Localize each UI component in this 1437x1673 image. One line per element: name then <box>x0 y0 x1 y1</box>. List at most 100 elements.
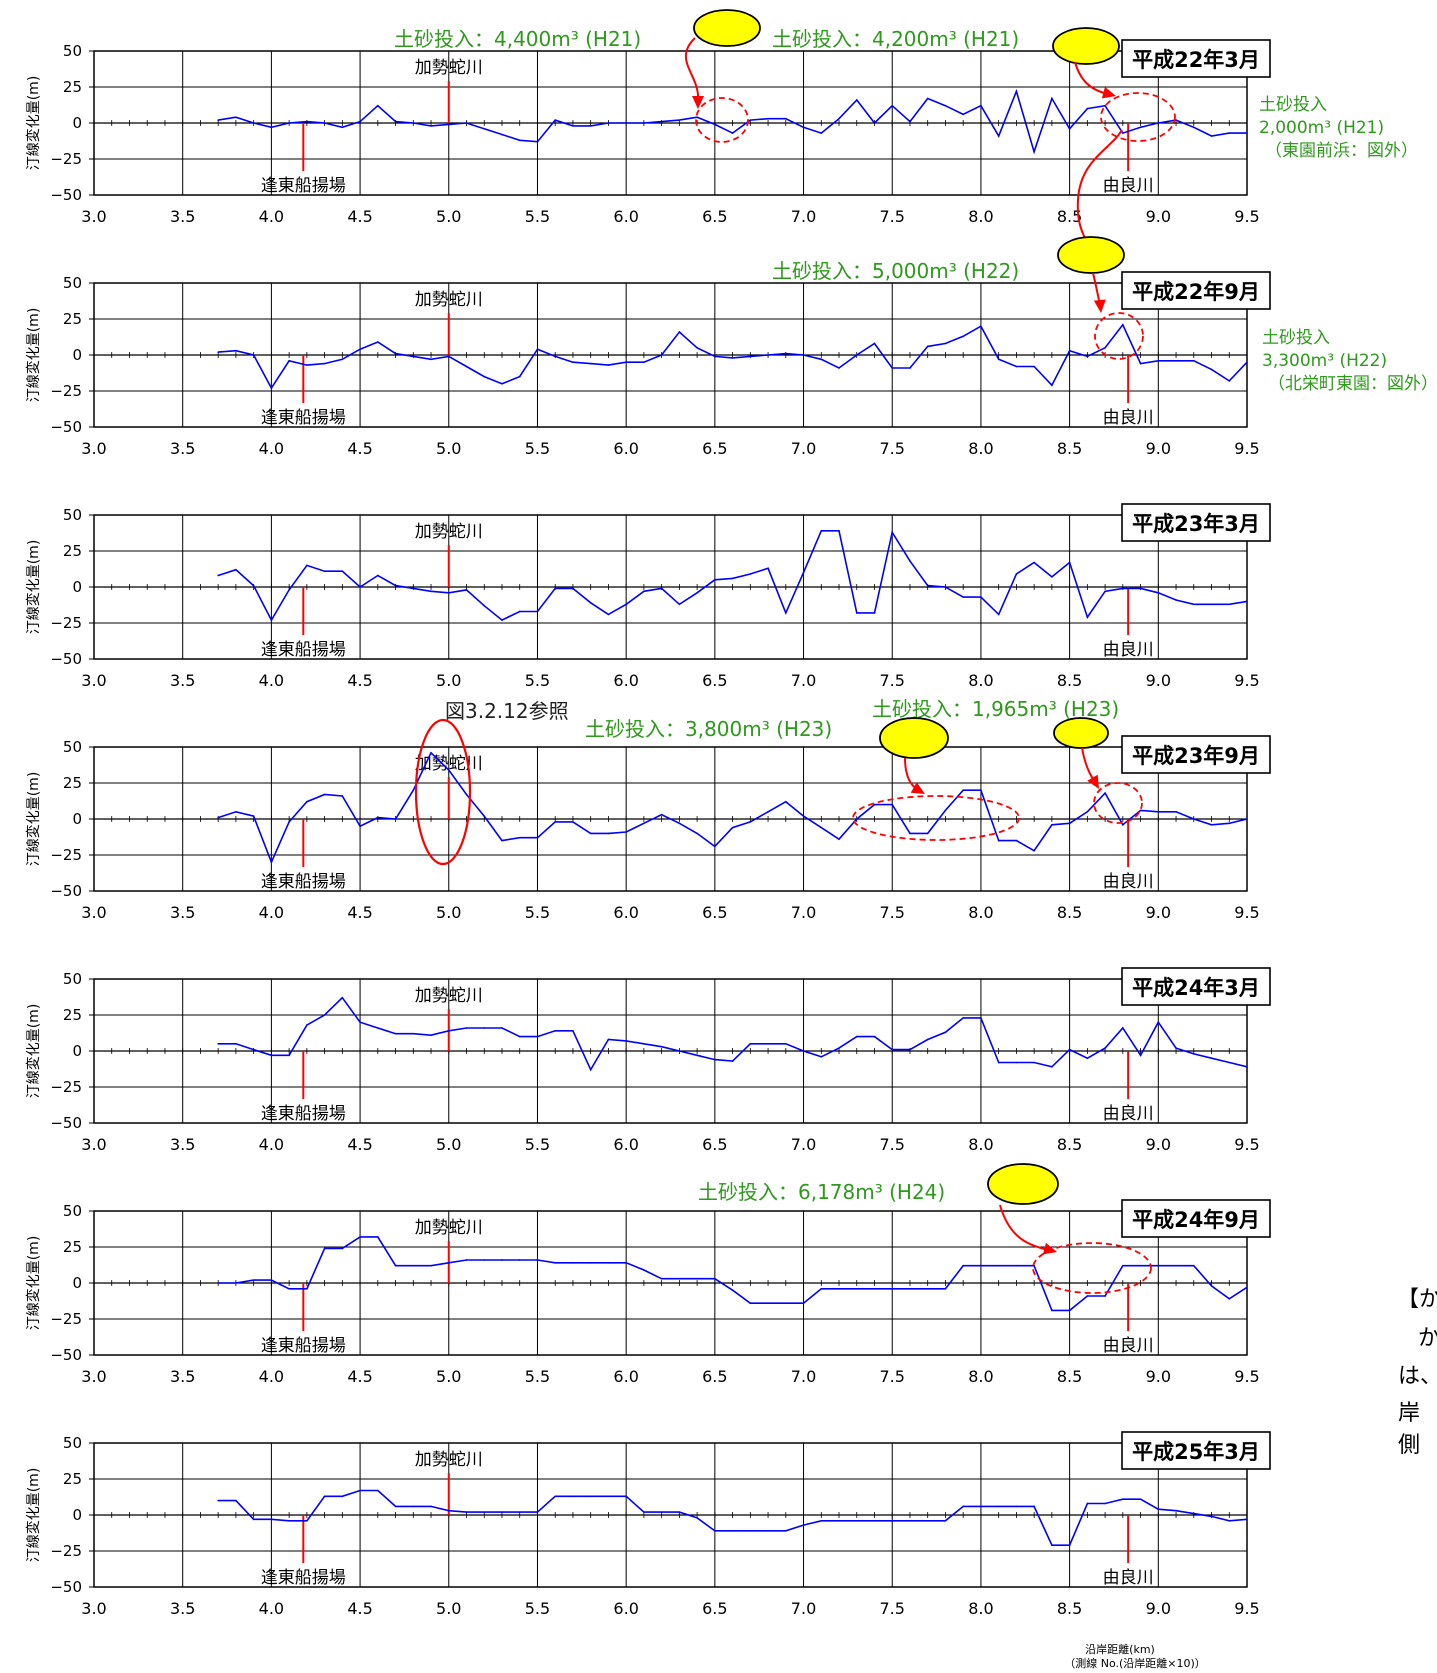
data-point <box>518 1259 521 1261</box>
data-point <box>802 126 805 129</box>
data-point <box>1139 126 1142 129</box>
data-point <box>980 325 982 328</box>
data-point <box>749 821 752 823</box>
x-tick-label: 9.5 <box>1234 207 1259 226</box>
data-point <box>483 1027 486 1029</box>
data-point <box>855 99 858 101</box>
data-point <box>731 132 734 134</box>
data-point <box>536 1035 539 1038</box>
data-point <box>714 1530 716 1532</box>
data-point <box>767 354 769 356</box>
data-point <box>412 1264 415 1267</box>
y-tick-label: −50 <box>50 186 82 204</box>
data-point <box>980 789 982 791</box>
data-point <box>855 1287 858 1290</box>
data-point <box>518 139 521 142</box>
data-point <box>306 1519 308 1522</box>
data-point <box>962 1264 964 1267</box>
data-point <box>944 104 947 107</box>
data-point <box>359 348 361 351</box>
data-point <box>501 1027 503 1029</box>
data-point <box>1086 107 1089 110</box>
data-point <box>1139 1264 1142 1267</box>
data-point <box>1122 587 1124 590</box>
data-point <box>944 586 947 588</box>
data-point <box>306 800 308 803</box>
x-tick-label: 3.5 <box>170 439 195 458</box>
x-tick-label: 6.0 <box>613 1367 638 1386</box>
x-tick-label: 7.5 <box>880 903 905 922</box>
marker-label: 由良川 <box>1103 408 1154 428</box>
x-tick-label: 5.5 <box>525 671 550 690</box>
data-point <box>1210 1057 1213 1059</box>
data-point <box>1104 1502 1106 1505</box>
x-tick-label: 3.5 <box>170 207 195 226</box>
data-point <box>785 1302 787 1304</box>
y-tick-label: 0 <box>72 1274 82 1292</box>
data-point <box>962 1505 964 1508</box>
arrow-line <box>999 1204 1049 1251</box>
data-point <box>643 822 645 825</box>
data-point <box>909 560 911 562</box>
x-tick-label: 5.5 <box>525 1599 550 1618</box>
series-line <box>217 751 1248 865</box>
data-point <box>607 832 610 835</box>
data-point <box>235 568 237 571</box>
data-point <box>235 116 237 119</box>
data-point <box>643 1511 645 1513</box>
data-point <box>714 355 716 358</box>
data-point <box>997 358 1000 361</box>
data-point <box>270 387 273 389</box>
data-point <box>288 589 290 591</box>
highlight-dashed-ellipse <box>852 795 1020 841</box>
marker-label: 逢東船揚場 <box>261 1104 346 1124</box>
y-tick-label: −25 <box>50 1542 82 1560</box>
data-point <box>572 1495 574 1498</box>
data-point <box>536 836 539 839</box>
data-point <box>1157 359 1160 362</box>
data-point <box>731 577 734 580</box>
data-point <box>536 610 539 613</box>
data-point <box>1051 823 1053 826</box>
data-point <box>501 1259 503 1261</box>
y-tick-label: −25 <box>50 1078 82 1096</box>
x-tick-label: 6.0 <box>613 439 638 458</box>
data-point <box>252 584 255 587</box>
data-point <box>785 800 787 803</box>
data-point <box>802 1302 805 1304</box>
y-tick-label: −25 <box>50 846 82 864</box>
panel-title-box <box>1121 1431 1271 1470</box>
data-point <box>1122 1027 1124 1029</box>
data-point <box>1086 616 1089 619</box>
data-point <box>341 126 344 129</box>
data-point <box>483 127 486 130</box>
data-point <box>944 342 947 345</box>
data-point <box>909 1048 911 1051</box>
data-point <box>749 119 752 121</box>
data-point <box>465 793 468 796</box>
data-point <box>252 1279 255 1281</box>
data-point <box>678 822 681 825</box>
data-point <box>696 591 698 594</box>
data-point <box>412 1505 415 1508</box>
y-axis-label: 汀線変化量(m) <box>25 308 42 403</box>
data-point <box>891 1287 894 1290</box>
data-point <box>518 1035 521 1038</box>
data-point <box>447 769 450 771</box>
data-point <box>980 104 982 107</box>
data-point <box>323 1014 326 1016</box>
x-tick-label: 4.5 <box>347 1599 372 1618</box>
yellow-marker-icon <box>879 717 949 759</box>
data-point <box>909 120 911 123</box>
data-point <box>767 567 769 570</box>
data-point <box>696 832 698 835</box>
data-point <box>1033 365 1035 368</box>
data-point <box>306 120 308 123</box>
y-tick-label: −50 <box>50 1346 82 1364</box>
data-point <box>838 530 840 532</box>
data-point <box>323 570 326 572</box>
x-tick-label: 4.0 <box>259 1599 284 1618</box>
data-point <box>802 1050 805 1052</box>
y-tick-label: 25 <box>63 1238 82 1256</box>
